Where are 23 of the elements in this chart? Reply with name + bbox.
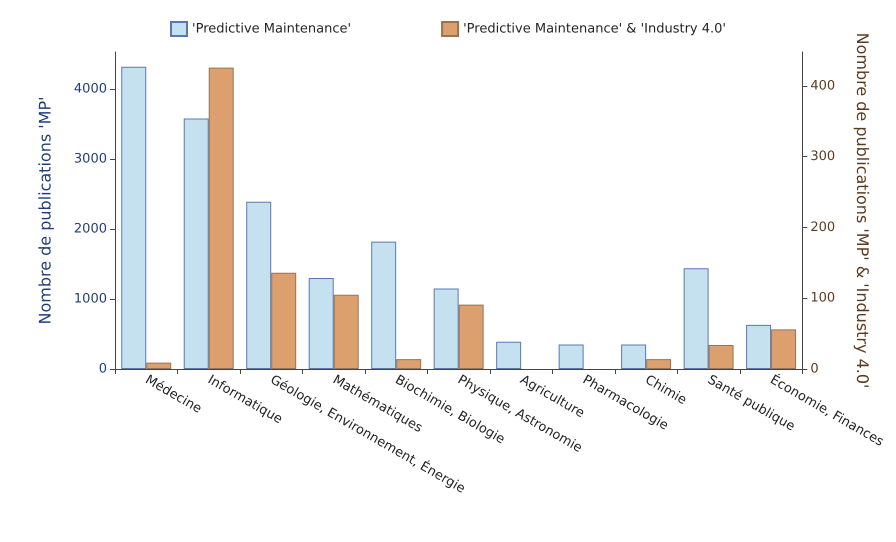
y2-tick-label: 0	[810, 362, 819, 376]
bar	[496, 342, 522, 369]
y-tick-label: 4000	[74, 82, 107, 97]
y-axis-title: Nombre de publications 'MP'	[36, 96, 54, 325]
y2-tick-label: 400	[810, 78, 836, 94]
bar	[558, 344, 584, 369]
bar	[708, 344, 734, 369]
legend-label: 'Predictive Maintenance'	[192, 22, 352, 36]
bar	[121, 66, 146, 369]
y2-tick-label: 200	[810, 220, 836, 235]
bar	[621, 344, 646, 369]
y-tick-label: 2000	[74, 222, 107, 237]
bar	[371, 242, 396, 369]
y-tick-label: 3000	[74, 152, 107, 167]
bar	[684, 268, 709, 369]
bar	[146, 362, 172, 369]
y2-tick-label: 300	[810, 149, 836, 164]
y2-tick-label: 100	[810, 290, 836, 306]
y-tick-label: 1000	[74, 292, 107, 307]
bar	[396, 359, 422, 369]
y2-axis-title: Nombre de publications 'MP' & 'Industry 4.0'	[852, 32, 872, 388]
legend-label: 'Predictive Maintenance' & 'Industry 4.0'	[463, 22, 726, 36]
y-tick-label: 0	[98, 362, 107, 376]
